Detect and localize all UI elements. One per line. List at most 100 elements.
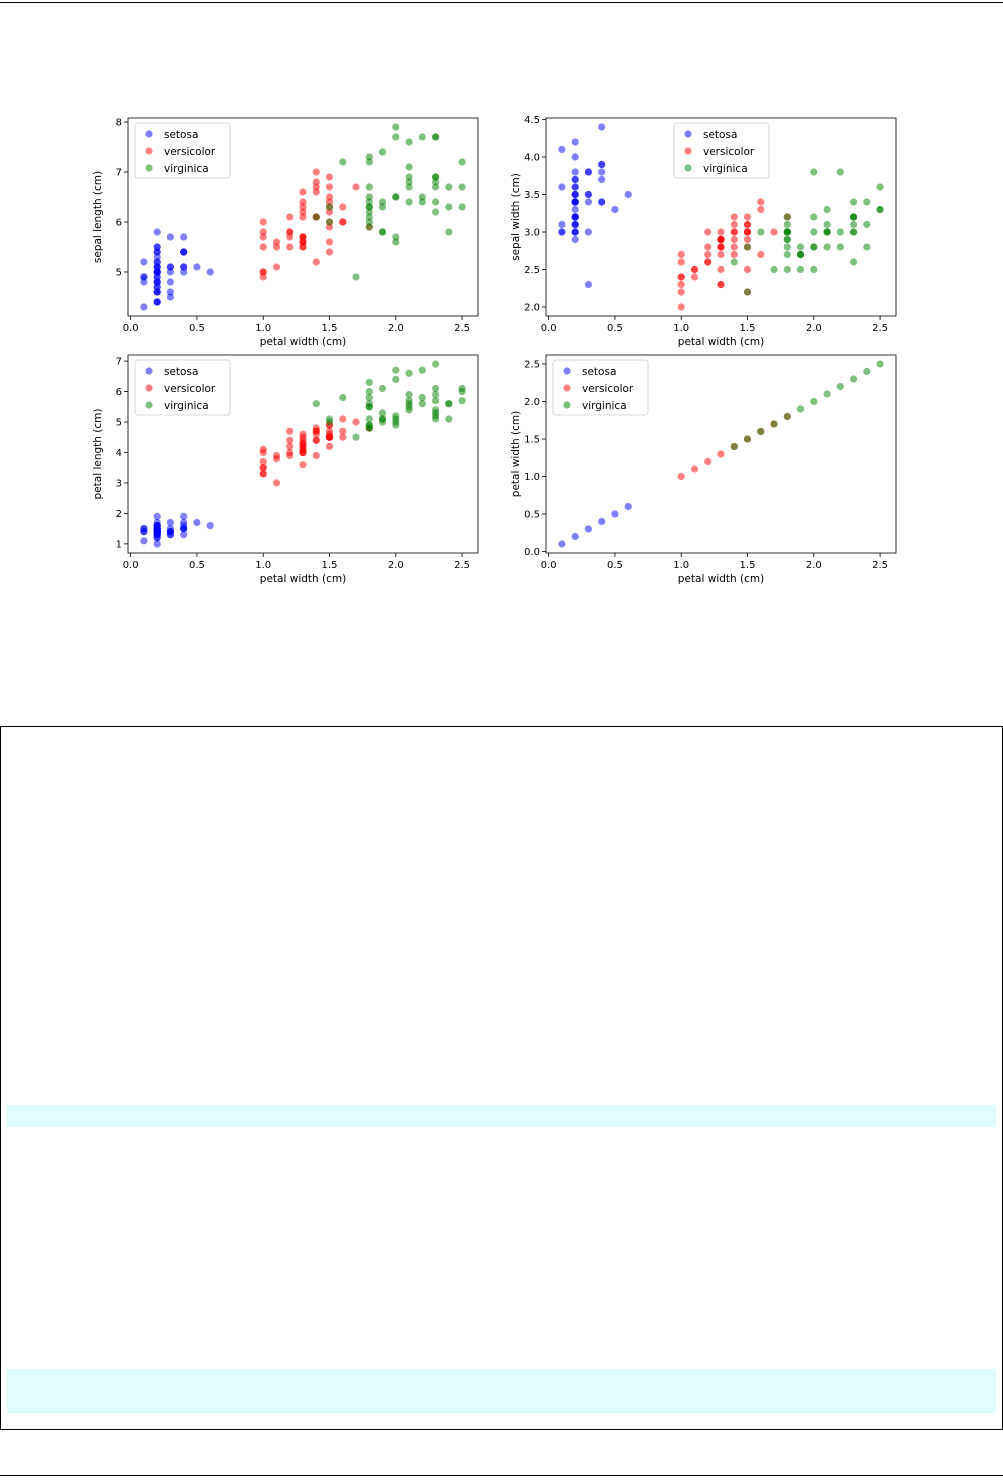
data-point-setosa [153, 268, 161, 276]
data-point-versicolor [272, 238, 281, 246]
data-point-setosa [598, 198, 606, 206]
data-point-versicolor [259, 228, 267, 236]
data-point-setosa [166, 278, 174, 286]
data-point-virginica [392, 375, 400, 383]
y-tick-label: 1.0 [524, 472, 540, 483]
legend-marker-setosa [145, 367, 153, 375]
x-axis-label: petal width (cm) [260, 573, 346, 585]
x-axis-label: petal width (cm) [678, 336, 764, 348]
data-point-virginica [378, 228, 387, 236]
data-point-virginica [850, 228, 858, 236]
data-point-virginica [365, 198, 373, 206]
data-point-virginica [378, 384, 387, 393]
data-point-virginica [445, 183, 453, 191]
x-tick-label: 2.0 [806, 323, 822, 334]
data-point-versicolor [677, 303, 685, 311]
x-tick-label: 0.5 [189, 323, 205, 334]
axes-frame [127, 354, 479, 554]
data-point-versicolor [730, 213, 738, 221]
data-point-virginica [365, 223, 373, 231]
data-point-versicolor [704, 250, 712, 259]
data-point-versicolor [299, 208, 307, 216]
data-point-versicolor [286, 233, 294, 241]
data-point-virginica [378, 418, 387, 426]
data-point-virginica [796, 265, 805, 274]
data-point-setosa [206, 268, 214, 276]
x-tick-label: 1.0 [255, 560, 271, 571]
data-point-setosa [180, 268, 188, 276]
legend-label-versicolor: versicolor [703, 146, 755, 158]
data-point-versicolor [312, 168, 320, 176]
data-point-virginica [418, 133, 426, 141]
data-point-setosa [571, 175, 579, 184]
x-tick-label: 2.0 [806, 560, 822, 571]
output-panel [0, 726, 1003, 1430]
data-point-virginica [850, 198, 858, 206]
data-point-virginica [432, 173, 440, 181]
data-point-versicolor [259, 273, 267, 281]
data-point-virginica [365, 158, 373, 166]
data-point-versicolor [272, 243, 281, 251]
data-point-virginica [810, 213, 818, 221]
data-point-virginica [432, 391, 440, 399]
data-point-versicolor [677, 273, 685, 281]
scatter-plot-3: 0.0 0.5 1.0 1.5 2.0 2.5 1 2 3 4 5 6 7 petal width (cm… [92, 354, 479, 585]
data-point-virginica [810, 168, 818, 176]
x-tick-label: 0.0 [541, 560, 557, 571]
x-tick-label: 2.5 [454, 323, 470, 334]
y-tick-label: 0.5 [524, 510, 540, 521]
data-point-virginica [405, 178, 413, 186]
data-point-virginica [783, 250, 791, 259]
data-point-virginica [445, 203, 453, 211]
data-point-setosa [166, 233, 174, 241]
data-point-setosa [571, 228, 579, 236]
data-point-versicolor [312, 430, 320, 438]
footer-rule [0, 1475, 1003, 1476]
data-point-virginica [365, 218, 373, 226]
y-tick-label: 1.5 [524, 435, 540, 446]
data-point-virginica [743, 288, 752, 296]
data-point-virginica [850, 258, 858, 266]
data-point-virginica [365, 394, 373, 402]
data-point-versicolor [717, 243, 725, 251]
data-point-virginica [365, 183, 373, 191]
data-point-virginica [770, 265, 778, 274]
scatter-plot-1: 0.0 0.5 1.0 1.5 2.0 2.5 5 6 7 8 petal width (cm) se… [92, 118, 479, 348]
data-point-setosa [598, 168, 606, 176]
data-point-setosa [153, 263, 161, 271]
data-point-virginica [405, 391, 413, 399]
data-point-setosa [153, 298, 161, 306]
data-point-virginica [743, 243, 752, 251]
data-point-setosa [598, 175, 606, 184]
y-tick-label: 2 [116, 509, 122, 520]
data-point-virginica [823, 205, 831, 214]
data-point-versicolor [743, 235, 752, 244]
data-point-virginica [810, 243, 818, 251]
data-point-setosa [584, 280, 593, 289]
legend-marker-setosa [563, 367, 571, 375]
data-point-virginica [392, 421, 400, 429]
x-tick-label: 2.5 [872, 323, 888, 334]
data-point-virginica [392, 193, 400, 201]
data-point-versicolor [717, 228, 725, 236]
data-point-virginica [432, 198, 440, 206]
legend-label-setosa: setosa [164, 366, 198, 378]
y-tick-label: 5 [116, 418, 122, 429]
data-point-virginica [743, 435, 752, 443]
data-point-versicolor [730, 243, 738, 251]
data-point-virginica [432, 406, 440, 414]
y-tick-label: 8 [116, 118, 122, 129]
y-tick-label: 2.0 [524, 303, 540, 314]
data-point-virginica [418, 198, 426, 206]
x-tick-label: 1.5 [740, 323, 756, 334]
legend-box [552, 359, 649, 416]
data-point-virginica [339, 394, 347, 402]
highlight-band [7, 1369, 996, 1413]
x-tick-label: 0.0 [541, 323, 557, 334]
data-point-virginica [325, 218, 334, 226]
legend-marker-versicolor [684, 147, 692, 155]
y-axis-label: petal width (cm) [510, 411, 522, 497]
x-tick-label: 0.5 [607, 323, 623, 334]
legend-marker-versicolor [145, 147, 153, 155]
data-point-versicolor [677, 472, 685, 481]
